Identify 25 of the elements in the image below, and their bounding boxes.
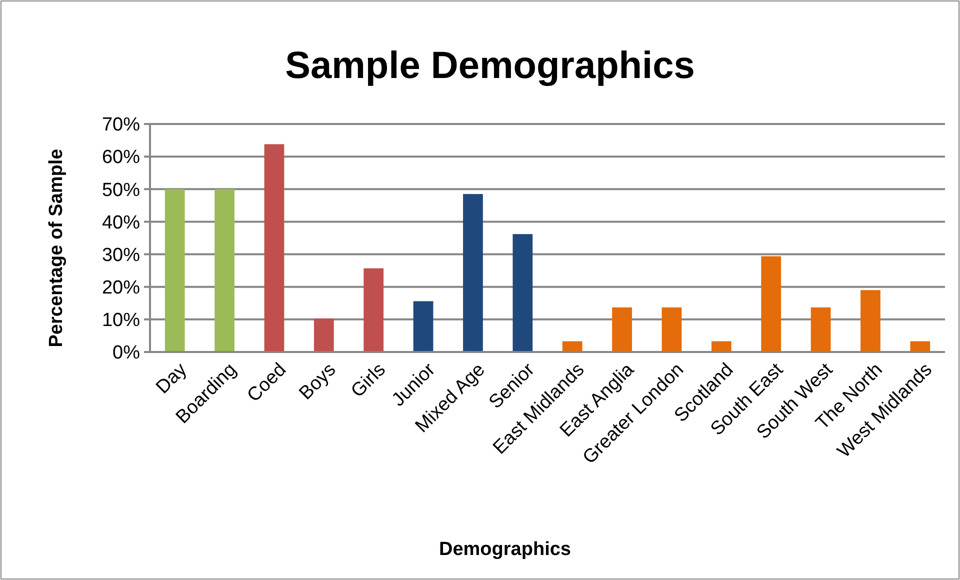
y-tick-label: 60% bbox=[102, 147, 140, 168]
bar bbox=[761, 256, 782, 352]
bar bbox=[264, 144, 284, 352]
bar bbox=[612, 307, 632, 352]
bar bbox=[810, 307, 831, 352]
bar bbox=[214, 189, 234, 352]
y-tick-label: 70% bbox=[102, 114, 140, 136]
chart-title: Sample Demographics bbox=[285, 45, 695, 87]
y-tick-label: 30% bbox=[102, 244, 140, 266]
y-tick-label: 50% bbox=[102, 180, 140, 201]
bar bbox=[512, 234, 533, 352]
bar bbox=[860, 290, 880, 352]
y-tick-label: 40% bbox=[102, 212, 140, 234]
x-axis-title: Demographics bbox=[439, 539, 571, 560]
x-tick-label: Girls bbox=[347, 359, 390, 402]
y-tick-label: 20% bbox=[102, 278, 140, 299]
y-tick-label: 10% bbox=[102, 310, 140, 332]
bar bbox=[463, 194, 483, 352]
bar bbox=[662, 307, 682, 352]
bar bbox=[164, 189, 185, 352]
bar bbox=[314, 318, 334, 352]
y-tick-label: 0% bbox=[112, 342, 140, 364]
bar bbox=[364, 268, 384, 352]
bar bbox=[413, 301, 434, 352]
y-axis-title: Percentage of Sample bbox=[46, 148, 67, 348]
